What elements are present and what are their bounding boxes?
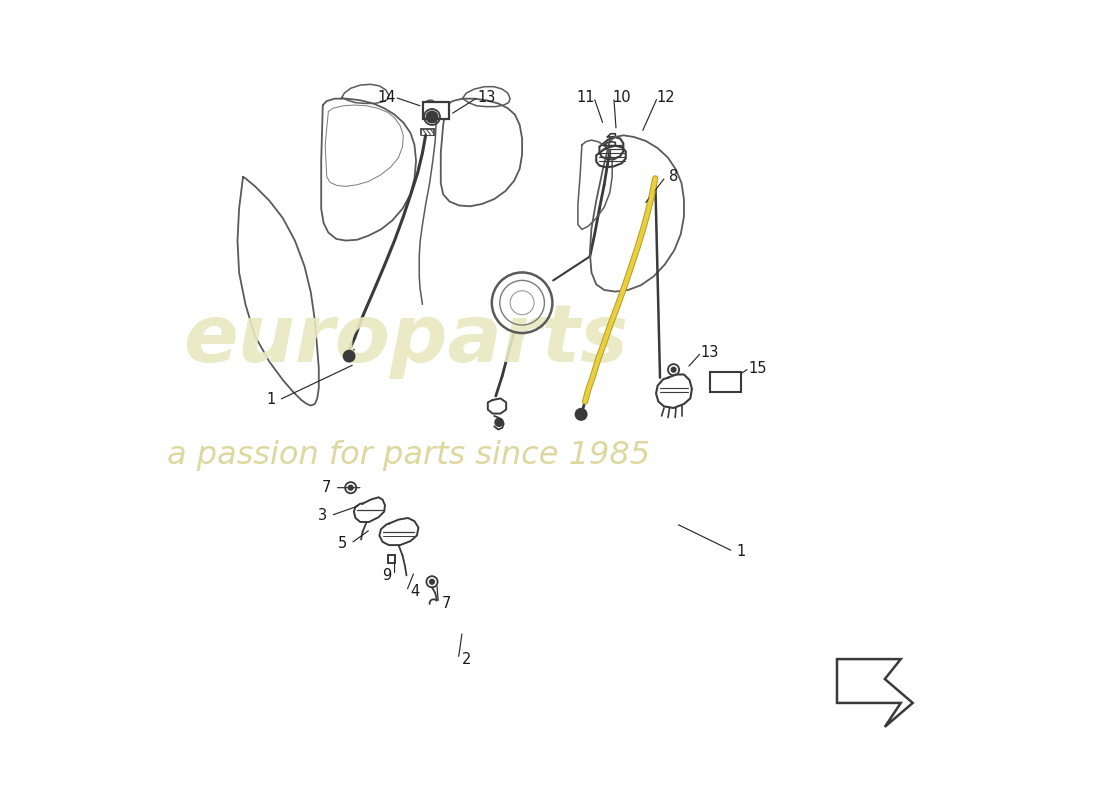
Text: 12: 12 [657, 90, 675, 105]
Circle shape [343, 350, 354, 362]
Text: 2: 2 [462, 651, 471, 666]
FancyBboxPatch shape [424, 102, 449, 119]
Text: 7: 7 [442, 596, 451, 610]
Circle shape [575, 409, 586, 420]
Text: 11: 11 [576, 90, 595, 105]
Text: 1: 1 [737, 544, 746, 559]
Circle shape [495, 418, 503, 426]
Text: 15: 15 [748, 361, 767, 376]
Text: 5: 5 [338, 536, 348, 551]
Text: 13: 13 [477, 90, 495, 105]
Text: 3: 3 [318, 508, 328, 523]
Text: 7: 7 [322, 480, 331, 495]
Text: 14: 14 [377, 90, 396, 105]
FancyBboxPatch shape [711, 373, 740, 393]
Circle shape [430, 579, 434, 584]
Text: europarts: europarts [184, 302, 628, 379]
Text: 13: 13 [701, 345, 718, 360]
Text: 10: 10 [613, 90, 631, 105]
Circle shape [349, 486, 353, 490]
Text: 9: 9 [382, 568, 392, 583]
Text: a passion for parts since 1985: a passion for parts since 1985 [167, 440, 650, 471]
Text: 8: 8 [669, 170, 679, 184]
Text: 1: 1 [266, 393, 276, 407]
Circle shape [427, 111, 438, 122]
Circle shape [671, 367, 676, 372]
Text: 4: 4 [410, 584, 419, 599]
